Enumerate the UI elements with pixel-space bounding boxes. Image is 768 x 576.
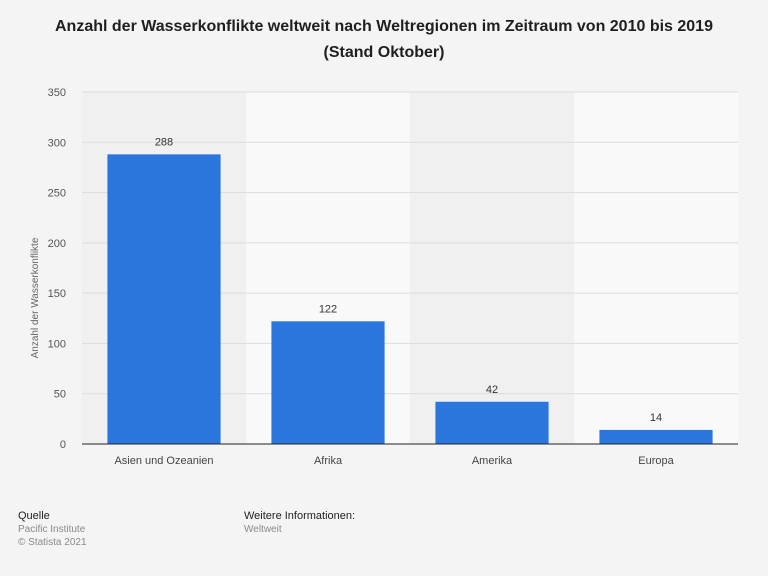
source-heading: Quelle xyxy=(18,510,50,522)
data-label: 14 xyxy=(650,412,662,424)
info-heading: Weitere Informationen: xyxy=(244,510,356,522)
x-tick-label: Asien und Ozeanien xyxy=(114,455,213,467)
y-axis-label: Anzahl der Wasserkonflikte xyxy=(30,237,41,358)
data-label: 122 xyxy=(319,303,337,315)
x-tick-label: Europa xyxy=(638,455,674,467)
info-block: Weitere Informationen: Weltweit xyxy=(244,510,355,536)
x-axis-ticks: Asien und Ozeanien Afrika Amerika Europa xyxy=(114,455,674,467)
y-tick-label: 100 xyxy=(48,338,66,350)
data-labels: 288 122 42 14 xyxy=(155,136,662,424)
info-line-1: Weltweit xyxy=(244,524,282,535)
x-tick-label: Afrika xyxy=(314,455,343,467)
y-tick-label: 350 xyxy=(48,87,66,99)
bar xyxy=(435,401,549,444)
category-band xyxy=(574,92,738,444)
source-block: Quelle Pacific Institute © Statista 2021 xyxy=(18,510,87,549)
data-label: 42 xyxy=(486,384,498,396)
y-tick-label: 0 xyxy=(60,439,66,451)
bar xyxy=(271,321,385,444)
y-tick-label: 200 xyxy=(48,238,66,250)
bar xyxy=(599,429,713,444)
y-tick-label: 50 xyxy=(54,389,66,401)
y-tick-label: 150 xyxy=(48,288,66,300)
bar xyxy=(107,154,221,444)
chart-title: Anzahl der Wasserkonflikte weltweit nach… xyxy=(55,18,713,61)
data-label: 288 xyxy=(155,136,173,148)
bars xyxy=(107,154,713,444)
y-tick-label: 250 xyxy=(48,188,66,200)
y-tick-label: 300 xyxy=(48,137,66,149)
x-tick-label: Amerika xyxy=(472,455,513,467)
y-axis-ticks: 0 50 100 150 200 250 300 350 xyxy=(48,87,66,451)
category-band xyxy=(410,92,574,444)
source-line-2: © Statista 2021 xyxy=(18,537,87,548)
source-line-1: Pacific Institute xyxy=(18,524,86,535)
